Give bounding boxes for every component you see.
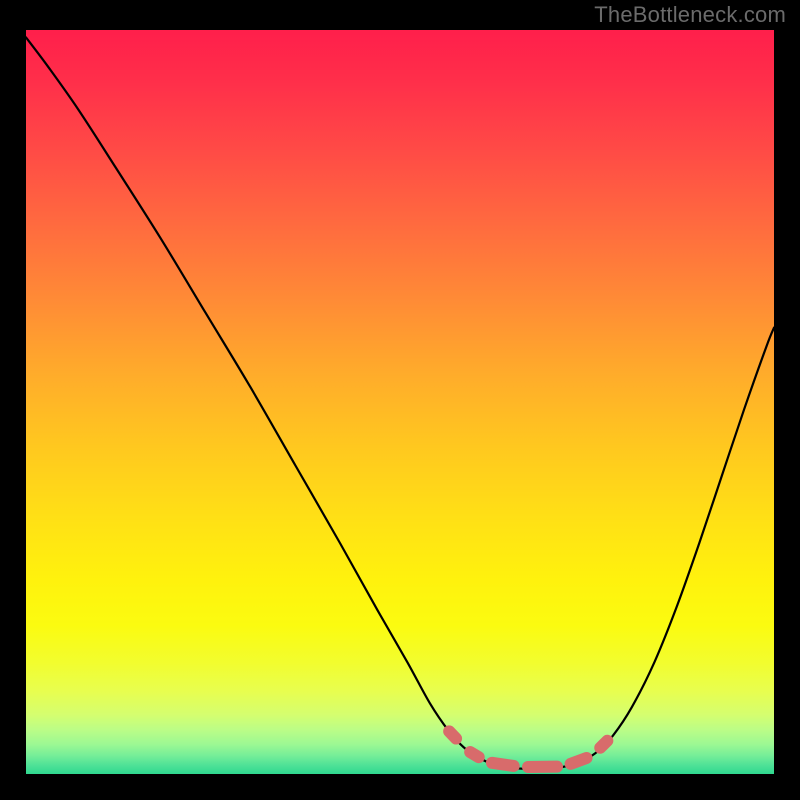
bottleneck-curve [26,37,774,768]
bottleneck-chart [26,30,774,774]
minimum-marker [522,761,563,773]
curve-layer [26,30,774,774]
